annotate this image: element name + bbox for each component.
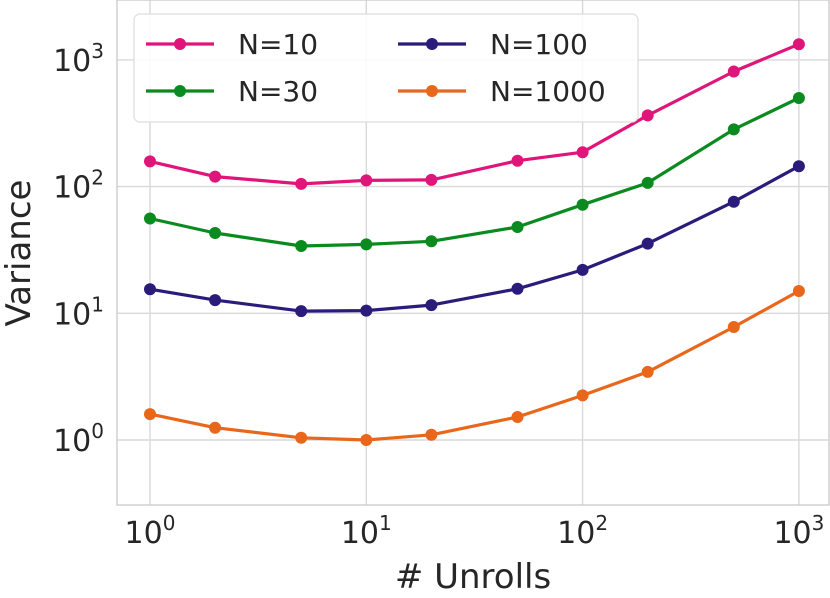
data-point [576,146,589,159]
series-line [149,164,800,313]
data-point [511,411,524,423]
data-point [209,294,222,307]
data-point [727,65,740,78]
legend-marker [174,85,186,97]
data-point [792,38,805,51]
data-point [295,305,308,318]
data-point [576,389,589,402]
data-point [425,428,438,441]
legend-box [133,13,639,123]
x-tick-label: 102 [557,511,608,551]
y-tick-label: 101 [53,292,104,332]
data-point [360,434,373,446]
series-line [149,289,800,442]
data-point [209,421,222,434]
x-tick-label: 103 [773,511,824,551]
data-point [209,170,222,183]
data-point [511,154,524,167]
legend-marker [426,38,438,50]
data-point [792,160,805,173]
series-N=100 [144,160,805,318]
y-tick-label: 100 [53,419,104,459]
x-tick-labels: 100 101 102 103 [125,511,825,551]
data-point [295,177,308,190]
data-point [641,109,654,122]
data-point [792,92,805,104]
data-point [511,221,524,233]
data-point [641,365,654,378]
data-point [425,299,438,312]
data-point [641,176,654,189]
legend-entry: N=30 [146,75,318,108]
legend-entry: N=10 [146,28,318,61]
series-N=10 [144,38,805,190]
x-tick-label: 101 [341,511,392,551]
data-point [144,212,156,225]
data-point [360,304,373,317]
legend-label: N=100 [490,28,588,61]
data-point [727,321,740,333]
data-point [360,238,373,251]
data-point [425,173,438,186]
plot-frame [116,0,830,506]
legend-marker [426,85,438,97]
data-point [792,285,805,297]
data-point [576,263,589,276]
data-point [144,155,156,168]
data-point [641,237,654,250]
data-point [511,282,524,295]
data-point [144,283,156,296]
legend-label: N=30 [238,75,318,108]
x-tick-label: 100 [125,511,176,551]
data-point [295,240,308,252]
data-point [576,198,589,211]
legend: N=10 N=30 N=100 N=1000 [133,13,639,123]
y-axis-title: Variance [0,180,39,327]
legend-marker [174,38,186,50]
y-tick-labels: 100 101 102 103 [53,39,104,459]
data-point [295,431,308,444]
series-line [149,96,800,248]
data-point [425,235,438,248]
series-layer [144,38,805,446]
legend-label: N=10 [238,28,318,61]
y-tick-label: 103 [53,39,104,79]
data-point [360,174,373,187]
data-point [727,195,740,208]
legend-entry: N=1000 [398,75,606,108]
data-point [144,408,156,421]
series-line [149,42,800,186]
legend-entry: N=100 [398,28,588,61]
legend-label: N=1000 [490,75,606,108]
series-N=1000 [144,285,805,446]
y-tick-label: 102 [53,166,104,206]
series-N=30 [144,92,805,252]
data-point [727,123,740,136]
data-point [209,227,222,239]
x-axis-title: # Unrolls [395,557,551,597]
